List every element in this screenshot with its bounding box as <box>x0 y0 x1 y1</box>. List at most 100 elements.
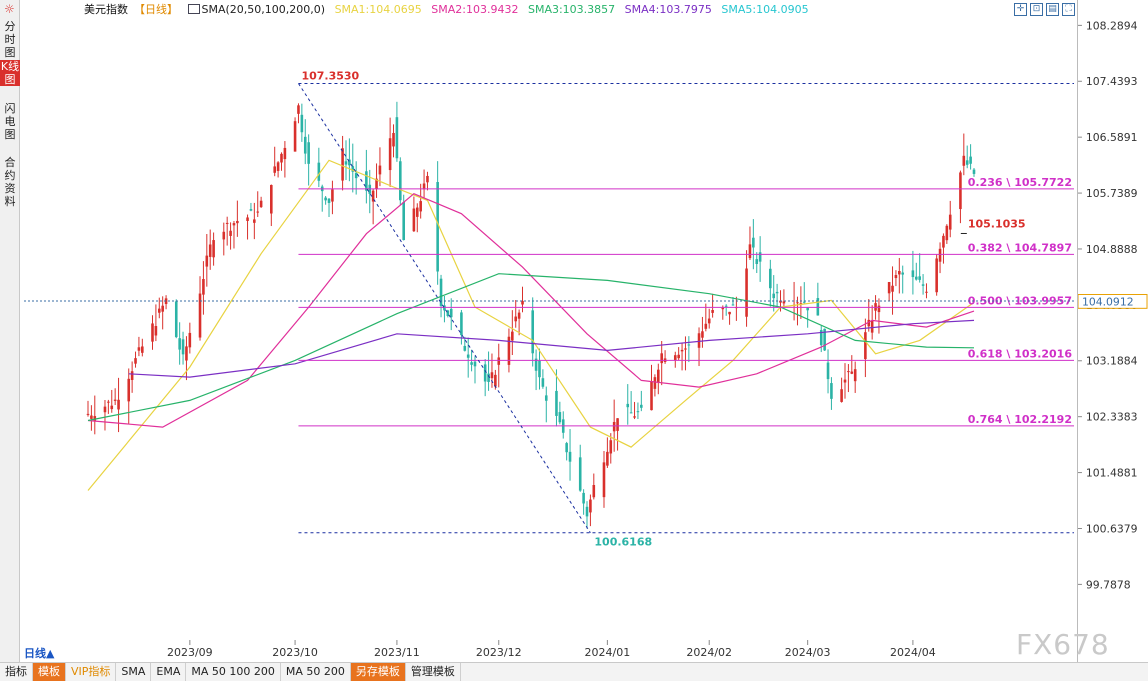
x-tick-label: 2024/01 <box>585 646 631 659</box>
candle-body <box>938 248 942 262</box>
interval-selector[interactable]: 日线▲ <box>24 647 55 660</box>
y-tick-label: 108.2894 <box>1086 19 1138 32</box>
candle-body <box>273 166 277 173</box>
candle-body <box>378 165 382 175</box>
indicator-icon <box>187 4 200 14</box>
candle-body <box>592 484 596 498</box>
sma-indicator-label[interactable]: SMA(20,50,100,200,0) <box>187 3 325 16</box>
y-tick-label: 103.1884 <box>1086 355 1138 368</box>
y-tick-label: 99.7878 <box>1086 578 1131 591</box>
candle-body <box>348 159 351 166</box>
bottom-button-3[interactable]: SMA <box>116 663 152 681</box>
sma5-value: SMA5:104.0905 <box>721 3 809 16</box>
candle-body <box>246 217 249 221</box>
candle-body <box>877 305 881 313</box>
x-tick-label: 2024/02 <box>686 646 732 659</box>
fullscreen-icon[interactable]: ⛶ <box>1062 3 1075 16</box>
bottom-button-7[interactable]: 另存模板 <box>350 663 406 681</box>
candle-body <box>918 276 921 280</box>
candle-body <box>90 415 93 419</box>
candle-body <box>517 312 521 319</box>
candle-body <box>802 301 806 303</box>
bottom-button-4[interactable]: EMA <box>151 663 187 681</box>
candle-body <box>945 225 949 241</box>
candle-body <box>544 395 548 401</box>
price-chart[interactable]: 2023/09 2023/10 2023/11 2023/12 2024/01 2024/… <box>22 0 1076 662</box>
candle-body <box>436 182 439 272</box>
bottom-button-1[interactable]: 模板 <box>33 663 66 681</box>
candle-body <box>514 316 518 322</box>
sma3-value: SMA3:103.3857 <box>527 3 616 16</box>
candle-body <box>677 354 680 359</box>
candle-body <box>222 231 226 240</box>
sma-line-sma4 <box>128 319 975 378</box>
candle-body <box>324 197 327 201</box>
tab-tick-chart[interactable]: 闪电图 <box>4 102 16 141</box>
candle-body <box>185 346 188 361</box>
candle-body <box>972 169 976 174</box>
bottom-button-5[interactable]: MA 50 100 200 <box>186 663 281 681</box>
x-tick-label: 2024/04 <box>890 646 936 659</box>
candle-body <box>280 153 283 163</box>
candle-body <box>799 303 803 305</box>
candle-body <box>728 311 731 315</box>
bottom-button-8[interactable]: 管理模板 <box>406 663 461 681</box>
candle-body <box>541 378 545 387</box>
candle-body <box>293 121 297 152</box>
candle-body <box>473 361 477 367</box>
bottom-button-6[interactable]: MA 50 200 <box>281 663 351 681</box>
candle-body <box>127 378 131 402</box>
candle-body <box>606 451 609 466</box>
candle-body <box>157 308 161 313</box>
bottom-button-2[interactable]: VIP指标 <box>66 663 117 681</box>
candle-body <box>412 208 416 232</box>
candle-body <box>103 406 107 413</box>
crosshair-icon[interactable]: ✛ <box>1014 3 1027 16</box>
candle-body <box>707 318 711 324</box>
candle-body <box>823 328 826 351</box>
candle-body <box>867 319 871 327</box>
tab-contract-info[interactable]: 合约资料 <box>4 156 16 208</box>
price-axis: 108.2894 107.4393 106.5891 105.7389 104.8888… <box>1077 0 1148 662</box>
candle-body <box>307 142 310 164</box>
candle-body <box>898 271 901 275</box>
tab-candlestick-chart[interactable]: K线图 <box>0 60 20 86</box>
candle-body <box>371 190 375 202</box>
chart-type-icon[interactable]: ▤ <box>1046 3 1059 16</box>
candle-body <box>470 362 473 365</box>
x-tick-label: 2023/11 <box>374 646 420 659</box>
candle-body <box>626 403 630 408</box>
fib-trend-line <box>298 83 591 533</box>
candle-body <box>602 462 606 498</box>
period-label[interactable]: 【日线】 <box>134 3 178 16</box>
candle-body <box>415 207 419 217</box>
tab-intraday-chart[interactable]: 分时图 <box>4 20 16 59</box>
zoom-fit-icon[interactable]: ⊡ <box>1030 3 1043 16</box>
candle-body <box>633 416 636 418</box>
symbol-name: 美元指数 <box>84 3 128 16</box>
candle-body <box>748 244 752 259</box>
candle-body <box>826 362 830 380</box>
settings-gear-icon[interactable]: ☼ <box>4 2 15 16</box>
candle-body <box>256 211 260 213</box>
candle-body <box>205 255 209 267</box>
candle-body <box>948 214 952 230</box>
candle-body <box>555 390 558 416</box>
candle-body <box>202 279 205 295</box>
candle-body <box>640 404 643 408</box>
swing-high-label: 107.3530 <box>301 69 359 82</box>
candle-body <box>130 371 134 380</box>
bottom-button-0[interactable]: 指标 <box>0 663 33 681</box>
candle-body <box>443 305 446 311</box>
candle-body <box>449 308 453 318</box>
candle-body <box>819 330 823 346</box>
candle-body <box>399 161 402 201</box>
candle-body <box>660 353 663 364</box>
candle-body <box>141 346 144 353</box>
x-tick-label: 2023/12 <box>476 646 522 659</box>
candle-body <box>538 360 541 378</box>
candle-body <box>276 162 280 171</box>
bottom-toolbar: 指标 模板 VIP指标 SMA EMA MA 50 100 200 MA 50 200 另存模… <box>0 662 1148 681</box>
x-tick-label: 2023/09 <box>167 646 213 659</box>
candle-body <box>402 202 405 241</box>
